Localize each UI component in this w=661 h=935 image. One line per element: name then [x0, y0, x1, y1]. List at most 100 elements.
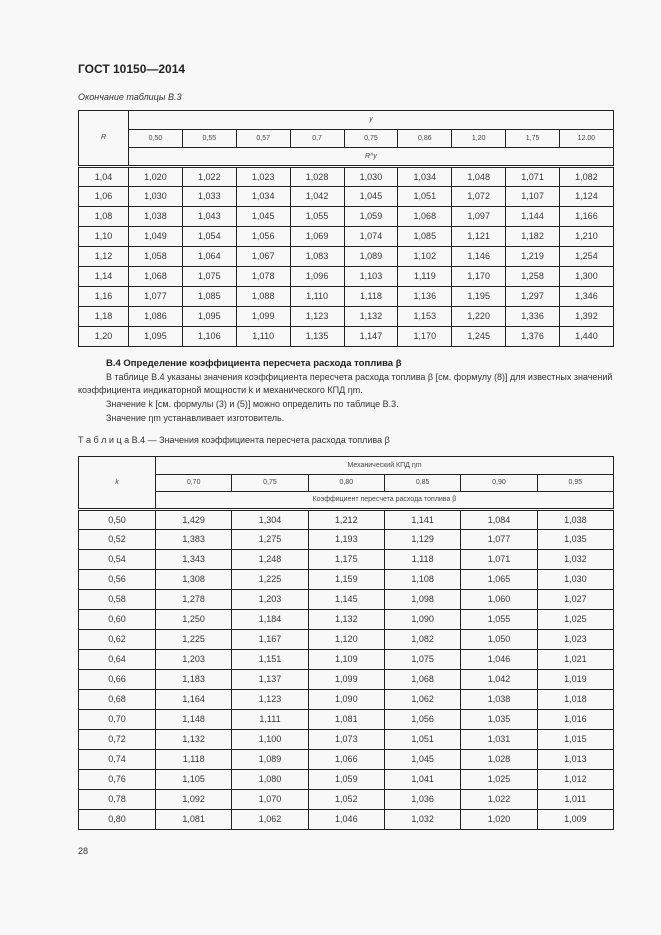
table-cell: 1,343 — [154, 548, 233, 570]
table-cell: 1,225 — [154, 628, 233, 650]
table-cell: 1,225 — [231, 568, 309, 590]
table-cell: 1,159 — [307, 568, 385, 590]
table-cell: 1,055 — [460, 608, 538, 630]
page-number: 28 — [78, 846, 89, 856]
table-cell: 1,167 — [231, 628, 309, 650]
table-cell: 1,170 — [397, 325, 453, 347]
table-cell: 1,045 — [343, 185, 399, 207]
sub-header: Коэффициент пересчета расхода топлива β — [154, 491, 615, 510]
table-cell: 1,066 — [307, 748, 385, 770]
table-cell: 1,084 — [460, 507, 538, 530]
column-header: 1,75 — [505, 128, 560, 148]
table-row: 0,62 1,225 1,167 1,120 1,082 1,050 1,023 — [78, 628, 615, 650]
table-cell: 1,297 — [505, 285, 560, 307]
column-header: 0,75 — [343, 128, 399, 148]
table-cell: 1,032 — [383, 808, 462, 830]
row-label: 0,76 — [78, 768, 156, 790]
table-row: 0,66 1,183 1,137 1,099 1,068 1,042 1,019 — [78, 668, 615, 690]
table-caption: Т а б л и ц а В.4 — Значения коэффициент… — [78, 435, 390, 445]
table-cell: 1,064 — [181, 245, 237, 267]
table-cell: 1,059 — [307, 768, 385, 790]
table-cell: 1,020 — [128, 164, 183, 187]
column-header: 0,55 — [181, 128, 237, 148]
table-cell: 1,383 — [154, 528, 233, 550]
table-cell: 1,041 — [383, 768, 462, 790]
table-cell: 1,106 — [181, 325, 237, 347]
table-cell: 1,248 — [231, 548, 309, 570]
table-cell: 1,028 — [460, 748, 538, 770]
table-cell: 1,098 — [383, 588, 462, 610]
row-label: 0,52 — [78, 528, 156, 550]
table-cell: 1,083 — [289, 245, 345, 267]
column-header: 0,70 — [154, 473, 233, 492]
table-cell: 1,009 — [536, 808, 615, 830]
table-cell: 1,046 — [460, 648, 538, 670]
table-cell: 1,121 — [451, 225, 507, 247]
table-cell: 1,016 — [536, 708, 615, 730]
table-cell: 1,031 — [460, 728, 538, 750]
table-cell: 1,082 — [559, 164, 614, 187]
table-cell: 1,085 — [397, 225, 453, 247]
table-cell: 1,042 — [460, 668, 538, 690]
table-cell: 1,099 — [235, 305, 291, 327]
table-cell: 1,059 — [343, 205, 399, 227]
table-cell: 1,175 — [307, 548, 385, 570]
table-cell: 1,085 — [181, 285, 237, 307]
table-cell: 1,119 — [397, 265, 453, 287]
table-cell: 1,051 — [397, 185, 453, 207]
table-cell: 1,054 — [181, 225, 237, 247]
row-label: 0,78 — [78, 788, 156, 810]
table-cell: 1,105 — [154, 768, 233, 790]
table-row: 0,60 1,250 1,184 1,132 1,090 1,055 1,025 — [78, 608, 615, 630]
column-header: 0,80 — [307, 473, 385, 492]
table-cell: 1,042 — [289, 185, 345, 207]
table-row: 1,20 1,095 1,106 1,110 1,135 1,147 1,170 1,245 1… — [78, 325, 614, 347]
table-cell: 1,129 — [383, 528, 462, 550]
table-row: 1,18 1,086 1,095 1,099 1,123 1,132 1,153 1,220 1… — [78, 305, 614, 327]
table-cell: 1,203 — [231, 588, 309, 610]
table-row: 0,76 1,105 1,080 1,059 1,041 1,025 1,012 — [78, 768, 615, 790]
table-cell: 1,092 — [154, 788, 233, 810]
table-cell: 1,032 — [536, 548, 615, 570]
row-label: 0,74 — [78, 748, 156, 770]
table-cell: 1,132 — [307, 608, 385, 630]
table-cell: 1,308 — [154, 568, 233, 590]
table-cell: 1,075 — [181, 265, 237, 287]
row-label: 1,18 — [78, 305, 129, 327]
table-cell: 1,070 — [231, 788, 309, 810]
table-cell: 1,062 — [383, 688, 462, 710]
table-cell: 1,055 — [289, 205, 345, 227]
table-cell: 1,107 — [505, 185, 560, 207]
column-header: 0,95 — [536, 473, 615, 492]
table-cell: 1,258 — [505, 265, 560, 287]
table-cell: 1,376 — [505, 325, 560, 347]
table-row: 0,54 1,343 1,248 1,175 1,118 1,071 1,032 — [78, 548, 615, 570]
column-header: 12.00 — [559, 128, 614, 148]
table-cell: 1,068 — [383, 668, 462, 690]
column-header: 0,50 — [128, 128, 183, 148]
table-cell: 1,103 — [343, 265, 399, 287]
row-label: 1,16 — [78, 285, 129, 307]
table-cell: 1,440 — [559, 325, 614, 347]
row-label: 0,62 — [78, 628, 156, 650]
table-cell: 1,077 — [128, 285, 183, 307]
table-cell: 1,135 — [289, 325, 345, 347]
table-cell: 1,102 — [397, 245, 453, 267]
table-cell: 1,034 — [397, 164, 453, 187]
table-cell: 1,038 — [460, 688, 538, 710]
table-cell: 1,019 — [536, 668, 615, 690]
table-cell: 1,132 — [154, 728, 233, 750]
table-cell: 1,011 — [536, 788, 615, 810]
table-cell: 1,072 — [451, 185, 507, 207]
table-cell: 1,210 — [559, 225, 614, 247]
table-cell: 1,123 — [289, 305, 345, 327]
table-cell: 1,056 — [235, 225, 291, 247]
table-cell: 1,193 — [307, 528, 385, 550]
row-label: 0,70 — [78, 708, 156, 730]
table-cell: 1,015 — [536, 728, 615, 750]
table-cell: 1,034 — [235, 185, 291, 207]
table-cell: 1,151 — [231, 648, 309, 670]
group-header: y — [128, 110, 614, 130]
table-cell: 1,068 — [128, 265, 183, 287]
table-cell: 1,074 — [343, 225, 399, 247]
